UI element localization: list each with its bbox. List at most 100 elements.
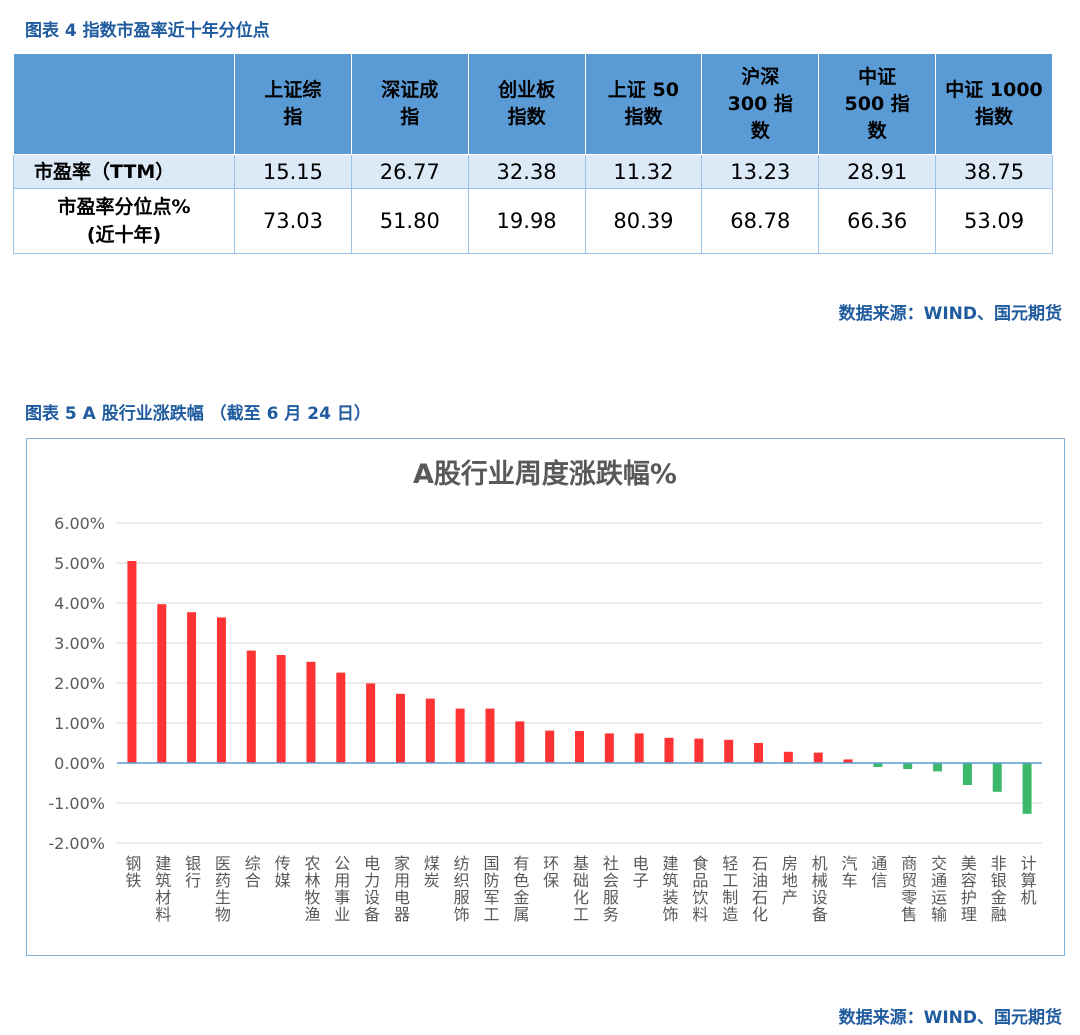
column-header-line: 指 <box>400 106 420 128</box>
table-header-corner <box>13 53 235 155</box>
bar <box>694 738 704 763</box>
figure-4-source: 数据来源：WIND、国元期货 <box>838 304 1062 324</box>
table-cell: 53.09 <box>935 188 1053 254</box>
column-header-line: 300 指 <box>727 92 793 115</box>
x-category-label: 轻工制造 <box>719 855 738 923</box>
x-category-label: 房地产 <box>779 855 798 906</box>
table-header-row: 上证综指深证成指创业板 指数 上证 50 指数 沪深 300 指数中证 500 指数中证 1… <box>13 53 1053 155</box>
column-header-line: 中证 <box>858 65 897 88</box>
column-header-6: 中证 500 指数 <box>818 53 937 155</box>
x-category-label: 钢铁 <box>122 855 141 889</box>
column-header-2: 深证成指 <box>350 53 469 155</box>
column-header-line: 上证 50 <box>607 79 679 101</box>
bar <box>336 672 346 763</box>
chart-svg: A股行业周度涨跌幅% 6.00% 5.00% 4.00% 3.00% 2.00% 1.00%… <box>48 458 1042 923</box>
bar <box>843 759 853 763</box>
column-header-line: 指数 <box>975 106 1014 128</box>
x-category-label: 计算机 <box>1018 855 1037 906</box>
x-category-label: 电子 <box>630 855 649 889</box>
table-cell: 26.77 <box>350 154 469 189</box>
column-header-line: 指数 <box>507 106 546 128</box>
x-category-label: 石油石化 <box>749 855 768 923</box>
x-category-label: 美容护理 <box>958 855 977 923</box>
x-category-label: 公用事业 <box>331 855 350 923</box>
x-category-label: 社会服务 <box>600 855 619 923</box>
table-cell: 15.15 <box>234 154 352 189</box>
column-header-line: 沪深 <box>741 65 780 88</box>
bar <box>575 731 584 763</box>
bar <box>515 721 525 763</box>
bar <box>604 733 614 763</box>
x-category-label: 国防军工 <box>480 855 499 923</box>
bar <box>276 655 286 763</box>
y-tick-label: -2.00% <box>48 834 105 853</box>
bar <box>664 737 674 763</box>
column-header-line: 指 <box>283 106 303 128</box>
bar <box>813 752 823 763</box>
column-header-line: 指数 <box>624 106 663 128</box>
x-category-label: 非银金融 <box>988 855 1007 923</box>
chart-title: A股行业周度涨跌幅% <box>413 458 677 490</box>
figure-5-title: 图表 5 A 股行业涨跌幅 （截至 6 月 24 日） <box>25 404 371 424</box>
table-cell: 80.39 <box>584 188 703 254</box>
row-label: 市盈率（TTM） <box>13 154 235 189</box>
table-cell: 28.91 <box>818 154 937 189</box>
bar <box>216 617 226 763</box>
bar <box>395 693 405 763</box>
bar <box>246 650 256 763</box>
x-category-label: 银行 <box>182 855 201 889</box>
x-category-label: 建筑材料 <box>152 855 171 923</box>
x-category-label: 电力设备 <box>361 855 380 923</box>
table-cell: 32.38 <box>467 154 586 189</box>
x-category-label: 建筑装饰 <box>660 855 679 923</box>
bar <box>455 708 465 763</box>
column-header-5: 沪深 300 指数 <box>701 53 820 155</box>
y-tick-label: 3.00% <box>54 634 105 653</box>
y-tick-label: 2.00% <box>54 674 105 693</box>
row-label-line: 市盈率（TTM） <box>34 160 175 183</box>
y-tick-label: 5.00% <box>54 554 105 573</box>
x-category-label: 农林牧渔 <box>301 855 320 923</box>
bar <box>157 604 167 763</box>
x-category-label: 通信 <box>868 855 887 889</box>
row-label-line: (近十年) <box>86 224 162 246</box>
x-category-label: 交通运输 <box>928 855 947 923</box>
column-header-1: 上证综指 <box>234 53 352 155</box>
x-category-label: 机械设备 <box>809 855 828 923</box>
table-cell: 11.32 <box>584 154 703 189</box>
column-header-line: 深证成 <box>381 79 439 101</box>
x-category-label: 有色金属 <box>510 855 529 923</box>
bar <box>1022 763 1032 814</box>
y-tick-label: 0.00% <box>54 754 105 773</box>
table-cell: 73.03 <box>234 188 352 254</box>
column-header-7: 中证 1000 指数 <box>935 53 1053 155</box>
table-row: 市盈率（TTM） 15.15 26.77 32.38 11.32 13.23 28.91 38… <box>13 154 1053 189</box>
table-row: 市盈率分位点% (近十年) 73.03 51.80 19.98 80.39 68.78 66.… <box>13 188 1053 254</box>
y-tick-label: -1.00% <box>48 794 105 813</box>
bar <box>962 763 972 785</box>
x-category-label: 商贸零售 <box>898 855 917 923</box>
bar <box>634 733 644 763</box>
table-cell: 66.36 <box>818 188 937 254</box>
bar <box>992 763 1002 792</box>
column-header-line: 500 指 <box>844 92 910 115</box>
column-header-3: 创业板 指数 <box>467 53 586 155</box>
bar <box>366 683 376 763</box>
bar <box>873 763 883 767</box>
figure-5-source: 数据来源：WIND、国元期货 <box>838 1008 1062 1028</box>
x-category-label: 环保 <box>540 855 559 889</box>
bar <box>933 763 943 772</box>
y-tick-label: 4.00% <box>54 594 105 613</box>
bar <box>545 730 555 763</box>
x-category-label: 食品饮料 <box>689 855 708 923</box>
bar <box>306 661 316 763</box>
x-category-label: 综合 <box>242 855 261 889</box>
x-category-label: 汽车 <box>839 855 858 889</box>
column-header-line: 中证 1000 <box>945 79 1043 101</box>
column-header-line: 数 <box>867 119 887 142</box>
column-header-line: 创业板 <box>498 79 556 101</box>
table-cell: 51.80 <box>350 188 469 254</box>
column-header-4: 上证 50 指数 <box>584 53 703 155</box>
x-category-label: 传媒 <box>272 855 291 889</box>
y-tick-label: 6.00% <box>54 514 105 533</box>
